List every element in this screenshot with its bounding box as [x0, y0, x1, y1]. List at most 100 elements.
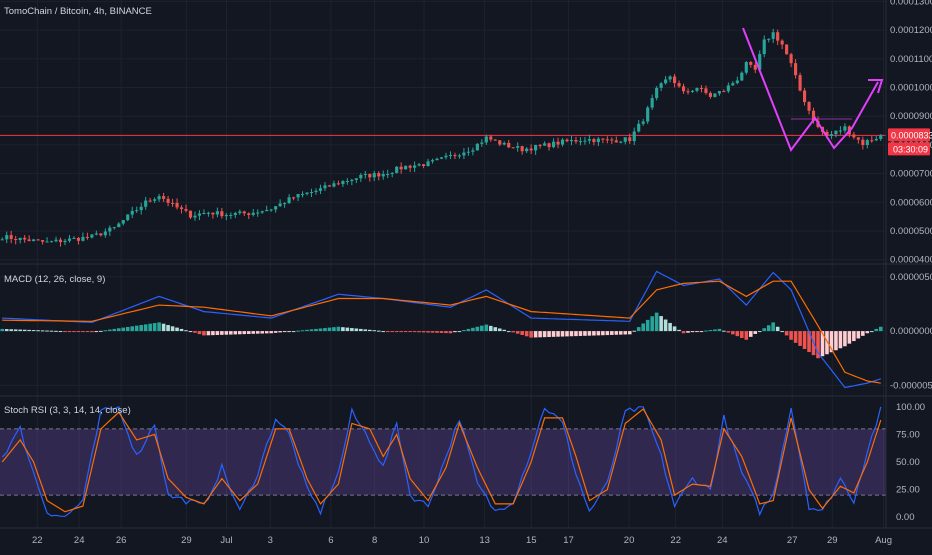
macd-histogram-bar	[399, 331, 403, 333]
candle-body	[54, 239, 58, 242]
macd-histogram-bar	[699, 331, 704, 333]
macd-histogram-bar	[659, 316, 663, 332]
candle-body	[269, 209, 273, 211]
macd-histogram-bar	[870, 331, 874, 333]
macd-histogram-bar	[578, 331, 583, 336]
candle-body	[144, 200, 148, 207]
macd-histogram-bar	[493, 327, 498, 332]
macd-histogram-bar	[166, 325, 170, 332]
candle-body	[323, 185, 327, 189]
macd-histogram-bar	[690, 331, 695, 333]
macd-histogram-bar	[81, 331, 85, 333]
candle-body	[18, 237, 22, 240]
macd-histogram-bar	[744, 331, 749, 340]
time-axis-tick: 22	[670, 535, 681, 546]
macd-histogram-bar	[314, 328, 318, 332]
candle-body	[242, 211, 246, 214]
macd-histogram-bar	[125, 326, 130, 332]
macd-histogram-bar	[435, 331, 439, 333]
candle-body	[673, 76, 677, 84]
macd-axis-tick: 0.00000000	[890, 326, 932, 337]
candle-body	[578, 141, 583, 143]
candle-body	[426, 161, 430, 167]
macd-histogram-bar	[332, 327, 336, 332]
macd-histogram-bar	[829, 331, 834, 353]
macd-histogram-bar	[264, 331, 269, 334]
macd-histogram-bar	[179, 328, 184, 332]
candle-body	[874, 138, 878, 141]
candle-body	[708, 92, 713, 97]
candle-body	[229, 214, 233, 216]
macd-histogram-bar	[40, 330, 45, 332]
candle-body	[713, 93, 717, 97]
candle-body	[511, 147, 515, 149]
macd-histogram-bar	[421, 331, 426, 333]
macd-histogram-bar	[305, 329, 309, 332]
candle-body	[72, 238, 76, 240]
macd-histogram-bar	[287, 331, 291, 333]
macd-histogram-bar	[184, 330, 188, 332]
macd-histogram-bar	[565, 331, 569, 337]
candle-body	[457, 155, 461, 157]
macd-histogram-bar	[816, 331, 820, 359]
candle-body	[785, 44, 789, 55]
candle-body	[637, 123, 641, 132]
macd-histogram-bar	[717, 328, 722, 332]
macd-histogram-bar	[560, 331, 565, 337]
macd-histogram-bar	[596, 331, 601, 336]
time-axis-tick: 29	[181, 535, 192, 546]
macd-histogram-bar	[45, 330, 49, 332]
macd-histogram-bar	[847, 331, 852, 344]
candle-body	[184, 209, 188, 211]
macd-histogram-bar	[569, 331, 574, 337]
candle-body	[601, 138, 605, 140]
candle-body	[794, 63, 798, 76]
macd-histogram-bar	[273, 331, 278, 333]
candle-body	[807, 102, 811, 111]
candle-body	[690, 90, 695, 92]
macd-histogram-bar	[116, 328, 121, 332]
macd-histogram-bar	[54, 330, 58, 332]
candle-body	[776, 32, 780, 41]
candle-body	[5, 235, 9, 240]
candle-body	[655, 87, 659, 99]
candle-body	[153, 199, 157, 201]
macd-histogram-bar	[67, 331, 72, 333]
candle-body	[296, 194, 300, 198]
macd-histogram-bar	[645, 319, 650, 332]
price-axis-tick: 0.00005000	[890, 226, 932, 237]
candle-body	[386, 173, 390, 175]
candle-body	[744, 62, 748, 73]
candle-body	[466, 151, 470, 153]
candle-body	[395, 166, 399, 173]
macd-histogram-bar	[533, 331, 538, 338]
signal-line	[2, 280, 881, 384]
macd-histogram-bar	[394, 331, 399, 333]
candle-body	[632, 131, 636, 142]
candle-body	[664, 79, 668, 84]
macd-histogram-bar	[852, 331, 856, 342]
macd-histogram-bar	[708, 330, 713, 332]
macd-histogram-bar	[466, 328, 471, 332]
candle-body	[238, 211, 242, 214]
macd-histogram-bar	[354, 328, 359, 332]
macd-histogram-bar	[636, 327, 641, 332]
macd-histogram-bar	[161, 323, 166, 332]
macd-histogram-bar	[444, 331, 448, 334]
candle-body	[722, 91, 726, 93]
macd-histogram-bar	[802, 331, 807, 349]
macd-histogram-bar	[4, 329, 9, 332]
macd-histogram-bar	[90, 331, 94, 333]
candle-body	[771, 32, 775, 39]
candle-body	[274, 206, 278, 210]
macd-histogram-bar	[282, 331, 287, 333]
macd-histogram-bar	[49, 330, 54, 332]
macd-histogram-bar	[627, 331, 632, 335]
macd-histogram-bar	[668, 322, 672, 332]
candle-body	[802, 90, 807, 103]
macd-histogram-bar	[148, 323, 152, 332]
candle-body	[735, 80, 739, 84]
candle-body	[717, 91, 721, 94]
